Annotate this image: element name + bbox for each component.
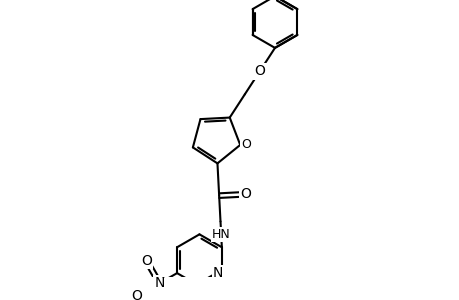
Text: HN: HN (211, 228, 230, 241)
Text: N: N (213, 266, 223, 280)
Text: O: O (131, 289, 142, 300)
Text: N: N (154, 276, 164, 290)
Text: O: O (241, 138, 250, 152)
Text: O: O (254, 64, 265, 78)
Text: O: O (141, 254, 151, 268)
Text: O: O (240, 187, 251, 201)
